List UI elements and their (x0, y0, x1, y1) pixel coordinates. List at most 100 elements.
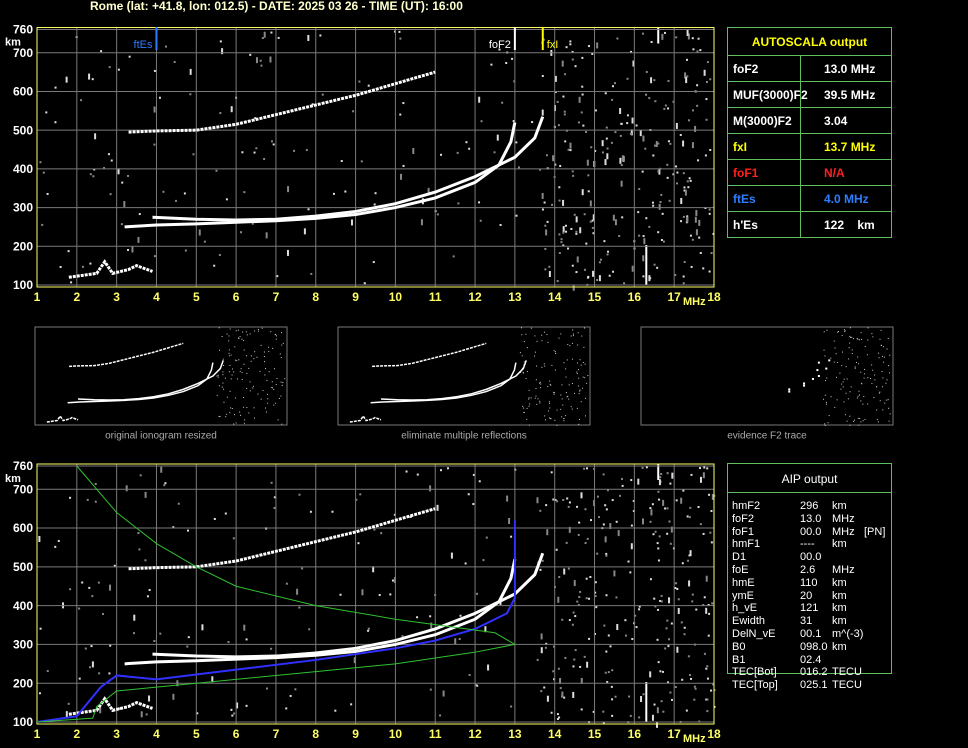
noise-dot (243, 191, 246, 194)
noise-dot (88, 586, 91, 589)
noise-dot (655, 141, 658, 148)
noise-dot (569, 43, 572, 46)
noise-dot (515, 141, 518, 144)
noise-dot (567, 247, 570, 250)
noise-dot (223, 401, 225, 403)
x-unit: MHz (683, 296, 706, 308)
noise-dot (881, 371, 883, 373)
noise-dot (609, 645, 612, 648)
noise-dot (620, 122, 623, 125)
noise-dot (621, 484, 624, 487)
noise-dot (232, 537, 235, 540)
noise-dot (539, 381, 541, 383)
noise-dot (520, 371, 522, 373)
noise-dot (680, 198, 683, 205)
noise-dot (243, 397, 245, 399)
noise-dot (827, 422, 829, 424)
noise-dot (250, 360, 252, 362)
noise-dot (828, 415, 830, 417)
noise-dot (554, 163, 557, 166)
noise-dot (217, 376, 219, 378)
noise-dot (224, 512, 227, 515)
y-tick-label: 600 (13, 85, 33, 99)
noise-dot (671, 472, 674, 479)
noise-dot (331, 510, 334, 513)
noise-dot (573, 658, 576, 661)
noise-dot (240, 368, 242, 370)
noise-dot (563, 362, 565, 364)
plot-frame (36, 27, 715, 288)
noise-dot (305, 149, 308, 152)
noise-dot (659, 600, 662, 603)
noise-dot (642, 693, 645, 696)
noise-dot (710, 541, 713, 544)
noise-dot (626, 114, 629, 117)
noise-dot (118, 707, 121, 710)
noise-dot (138, 213, 141, 216)
noise-dot (605, 554, 608, 557)
noise-dot (539, 509, 542, 512)
noise-dot (888, 407, 890, 409)
noise-dot (257, 330, 259, 332)
noise-dot (553, 350, 555, 352)
noise-dot (133, 614, 136, 621)
x-tick-label: 2 (73, 290, 80, 304)
noise-dot (575, 230, 578, 233)
noise-dot (108, 584, 111, 591)
noise-dot (642, 235, 645, 238)
noise-dot (710, 510, 713, 513)
noise-dot (604, 92, 607, 95)
noise-dot (824, 355, 826, 357)
noise-dot (353, 657, 356, 664)
noise-dot (557, 124, 560, 127)
noise-dot (241, 372, 243, 374)
noise-dot (605, 594, 608, 597)
echo-point (788, 390, 791, 393)
noise-dot (711, 602, 714, 605)
noise-dot (289, 694, 292, 697)
noise-dot (559, 678, 562, 685)
noise-dot (275, 338, 277, 340)
noise-dot (571, 264, 574, 267)
noise-dot (585, 130, 588, 133)
noise-dot (550, 711, 553, 714)
noise-dot (249, 53, 252, 56)
noise-dot (278, 397, 280, 399)
noise-dot (581, 189, 584, 196)
noise-dot (672, 100, 675, 103)
noise-dot (567, 567, 570, 570)
noise-dot (543, 363, 545, 365)
x-tick-label: 3 (113, 727, 120, 741)
noise-dot (405, 470, 408, 473)
noise-dot (858, 390, 860, 392)
noise-dot (693, 698, 696, 701)
y-tick-label: 100 (13, 715, 33, 729)
noise-dot (657, 608, 660, 611)
aip-field: km (832, 589, 847, 602)
x-tick-label: 9 (352, 727, 359, 741)
noise-dot (619, 108, 622, 115)
noise-dot (846, 420, 848, 422)
noise-dot (262, 389, 264, 391)
noise-dot (611, 698, 614, 701)
noise-dot (660, 700, 663, 703)
noise-dot (528, 398, 530, 400)
noise-dot (606, 253, 609, 256)
noise-dot (551, 364, 553, 366)
noise-dot (541, 109, 544, 116)
noise-dot (850, 386, 852, 388)
noise-dot (629, 571, 632, 574)
noise-dot (867, 377, 869, 379)
noise-dot (174, 199, 177, 202)
noise-dot (270, 647, 273, 650)
noise-dot (548, 270, 551, 277)
noise-dot (65, 76, 68, 83)
aip-field: B0 (732, 640, 746, 653)
noise-dot (693, 685, 696, 688)
noise-dot (218, 254, 221, 257)
noise-dot (120, 223, 123, 226)
noise-dot (436, 213, 439, 216)
noise-dot (589, 519, 592, 522)
noise-dot (498, 48, 501, 51)
noise-dot (658, 498, 661, 501)
